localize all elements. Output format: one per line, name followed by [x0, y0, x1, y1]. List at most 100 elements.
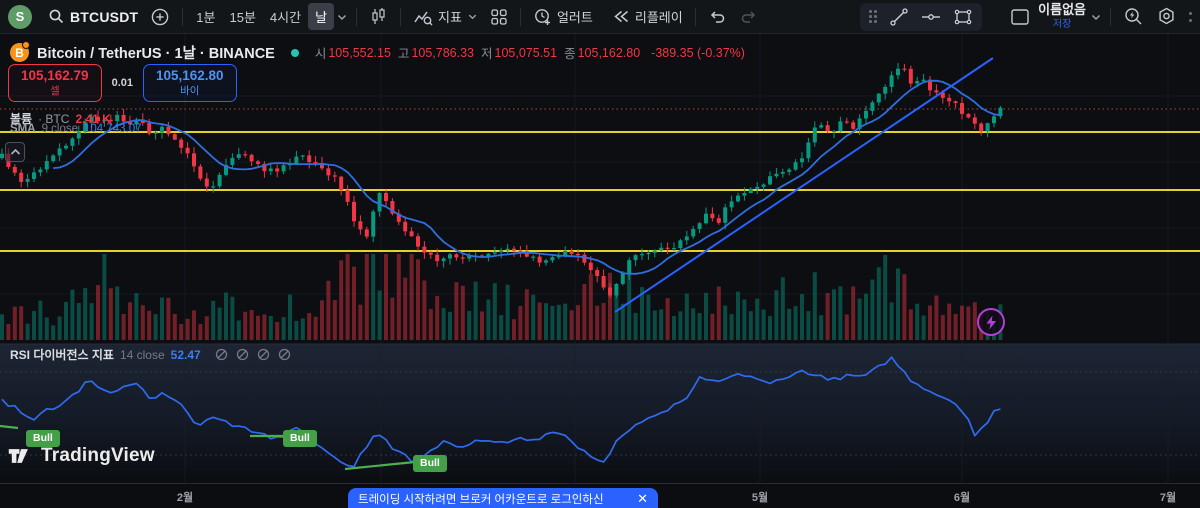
ohlc-values: 시 105,552.15 고 105,786.33 저 105,075.51 종 105… [315, 43, 745, 62]
sma-legend: SMA 9 close 104,743.07 [10, 123, 142, 135]
interval-15m[interactable]: 15분 [229, 10, 256, 25]
banner-text: 트레이딩 시작하려면 브로커 어카운트로 로그인하신 [358, 494, 604, 506]
market-status-icon[interactable] [290, 48, 299, 57]
buy-button[interactable]: 105,162.80 바이 [143, 64, 237, 102]
disabled-input-icon[interactable] [278, 348, 291, 361]
low-value: 105,075.51 [494, 45, 558, 60]
sell-price: 105,162.79 [21, 68, 89, 83]
rsi-hidden-inputs [215, 348, 291, 361]
rsi-title: RSI 다이버전스 지표 [10, 348, 114, 362]
alert-label: 얼러트 [556, 10, 593, 25]
toolbar-edge-handle[interactable] [1189, 11, 1192, 22]
broker-login-banner[interactable]: 트레이딩 시작하려면 브로커 어카운트로 로그인하신 ✕ [348, 488, 658, 508]
alert-button[interactable]: 얼러트 [527, 3, 599, 30]
buy-price: 105,162.80 [156, 68, 224, 83]
high-label: 고 [397, 47, 410, 61]
redo-button[interactable] [733, 5, 764, 29]
sma-value: 104,743.07 [84, 123, 142, 135]
rsi-params: 14 close [119, 347, 165, 362]
search-icon [48, 8, 65, 25]
rsi-value: 52.47 [170, 347, 201, 362]
rsi-line [1, 356, 1001, 468]
volume-legend: 볼륨 · BTC 2.41 K [10, 110, 111, 127]
trend-line [614, 57, 994, 313]
low-label: 저 [481, 47, 493, 61]
save-layout-button[interactable]: 저장 [1052, 18, 1072, 30]
sma-label: SMA [10, 123, 36, 135]
sma-line [53, 79, 1001, 275]
indicators-icon [413, 8, 433, 26]
axis-label-feb: 2월 [176, 492, 194, 504]
indicators-label: 지표 [438, 10, 462, 25]
interval-4h[interactable]: 4시간 [269, 10, 302, 25]
chart-canvas[interactable] [0, 34, 1200, 508]
close-value: 105,162.80 [577, 45, 641, 60]
chart-style-button[interactable] [363, 3, 394, 30]
divider [519, 7, 521, 26]
symbol-title[interactable]: Bitcoin / TetherUS · 1날 · BINANCE [37, 46, 275, 62]
interval-chevron-down-icon[interactable] [334, 7, 350, 27]
quick-search-button[interactable] [1117, 2, 1150, 31]
close-label: 종 [564, 47, 576, 61]
pane-collapse-button[interactable] [5, 142, 25, 162]
replay-button[interactable]: 리플레이 [607, 3, 689, 30]
bull-signal-label: Bull [283, 430, 317, 447]
sell-label: 셀 [49, 84, 60, 97]
disabled-input-icon[interactable] [236, 348, 249, 361]
replay-label: 리플레이 [634, 10, 683, 25]
rectangle-tool[interactable] [953, 7, 973, 27]
bull-signal-label: Bull [413, 455, 447, 472]
axis-label-jun: 6월 [953, 492, 971, 504]
buy-label: 바이 [180, 84, 200, 97]
bull-signal-label: Bull [26, 430, 60, 447]
symbol-name: BTCUSDT [70, 8, 139, 25]
divider [182, 7, 184, 26]
axis-label-may: 5월 [751, 492, 769, 504]
settings-button[interactable] [1150, 2, 1183, 31]
candlesticks [0, 62, 1003, 299]
bitcoin-icon: B [10, 41, 30, 62]
main-legend: B Bitcoin / TetherUS · 1날 · BINANCE 시 105… [10, 41, 745, 63]
indicators-button[interactable]: 지표 [407, 3, 484, 30]
tradingview-logo-text: TradingView [41, 445, 155, 466]
divider [694, 7, 696, 26]
disabled-input-icon[interactable] [257, 348, 270, 361]
divider [1110, 7, 1111, 26]
divider [400, 7, 402, 26]
banner-close-icon[interactable]: ✕ [637, 491, 648, 506]
sma-params: 9 close [41, 123, 78, 135]
layout-chevron-down-icon[interactable] [1088, 7, 1104, 27]
spread-value: 0.01 [111, 77, 133, 89]
sma-line [53, 79, 1001, 275]
undo-button[interactable] [702, 5, 733, 29]
alert-clock-icon [533, 7, 552, 26]
layout-name-block[interactable]: 이름없음 저장 [1038, 2, 1086, 30]
volume-bars [0, 254, 1003, 340]
top-toolbar: S BTCUSDT 1분 15분 4시간 날 지 [0, 0, 1200, 34]
rsi-line [1, 356, 1001, 468]
indicators-chevron-down-icon [467, 11, 478, 22]
symbol-search[interactable]: BTCUSDT [42, 4, 144, 29]
interval-1m[interactable]: 1분 [196, 10, 216, 25]
user-avatar[interactable]: S [8, 4, 32, 29]
change-value: -389.35 (-0.37%) [651, 45, 745, 60]
horizontal-line-tool[interactable] [921, 7, 941, 27]
layout-name: 이름없음 [1038, 2, 1086, 18]
drag-handle[interactable] [869, 10, 877, 23]
layout-select-button[interactable] [1004, 4, 1036, 30]
volume-symbol: · BTC [38, 112, 70, 126]
yellow-horizontal-lines [0, 131, 1200, 252]
tradingview-logo[interactable]: TradingView [8, 445, 155, 467]
drawing-tools-group [860, 2, 983, 31]
sell-button[interactable]: 105,162.79 셀 [8, 64, 102, 102]
indicator-templates-button[interactable] [484, 4, 514, 30]
instant-trading-button[interactable] [977, 308, 1005, 336]
axis-label-jul: 7월 [1159, 492, 1177, 504]
open-value: 105,552.15 [328, 45, 391, 60]
disabled-input-icon[interactable] [215, 348, 228, 361]
compare-add-button[interactable] [144, 3, 176, 31]
trend-line-tool[interactable] [889, 7, 909, 27]
rsi-legend: RSI 다이버전스 지표 14 close 52.47 [10, 346, 291, 363]
interval-1d-active[interactable]: 날 [308, 3, 335, 30]
